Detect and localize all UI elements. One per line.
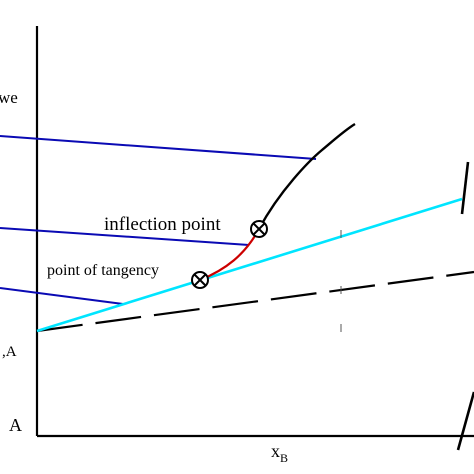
inflection-point-label: inflection point: [104, 214, 221, 235]
right-edge-tick-lower: [456, 391, 474, 451]
tangent-line: [36, 197, 463, 333]
leader-line-bottom: [0, 287, 124, 305]
curve-upper-segment: [257, 122, 356, 230]
y-axis-top-fragment: we: [0, 88, 18, 107]
y-axis-mid-fragment: ,A: [2, 344, 17, 360]
x-axis-label-main: x: [271, 441, 280, 461]
x-axis-label: xB: [271, 441, 288, 465]
inflection-point-marker: [250, 220, 268, 238]
y-axis-origin-fragment: A: [9, 415, 22, 435]
x-axis-label-subscript: B: [280, 451, 288, 465]
tangency-point-marker: [191, 271, 209, 289]
tangency-point-label: point of tangency: [47, 262, 159, 279]
right-edge-tick-upper: [460, 161, 470, 215]
leader-line-middle: [0, 227, 250, 246]
dashed-line: [36, 270, 474, 333]
leader-line-top: [0, 135, 317, 160]
